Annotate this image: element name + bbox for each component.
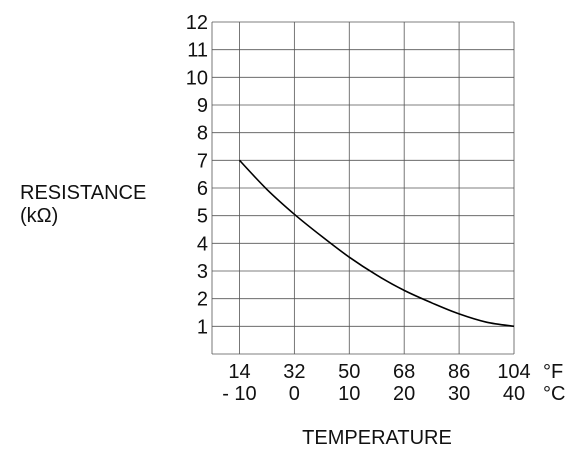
x-axis-unit-c: °C xyxy=(543,383,565,405)
y-axis-label: RESISTANCE xyxy=(20,182,146,204)
y-tick-label: 4 xyxy=(197,233,208,255)
y-tick-label: 7 xyxy=(197,150,208,172)
x-axis-label: TEMPERATURE xyxy=(302,427,452,449)
x-tick-label-f: 86 xyxy=(448,361,470,383)
x-tick-label-c: 10 xyxy=(338,383,360,405)
y-axis-unit: (kΩ) xyxy=(20,205,58,227)
x-tick-label-f: 14 xyxy=(228,361,250,383)
y-tick-label: 3 xyxy=(197,261,208,283)
y-tick-label: 10 xyxy=(186,67,208,89)
x-tick-label-c: - 10 xyxy=(222,383,256,405)
x-tick-label-c: 30 xyxy=(448,383,470,405)
y-tick-label: 8 xyxy=(197,123,208,145)
x-tick-label-f: 68 xyxy=(393,361,415,383)
y-tick-label: 1 xyxy=(197,316,208,338)
x-tick-label-f: 50 xyxy=(338,361,360,383)
grid xyxy=(211,21,515,355)
y-tick-label: 6 xyxy=(197,178,208,200)
y-tick-label: 12 xyxy=(186,12,208,34)
x-axis-unit-f: °F xyxy=(543,361,563,383)
y-tick-label: 9 xyxy=(197,95,208,117)
x-tick-label-c: 0 xyxy=(289,383,300,405)
series xyxy=(238,159,515,328)
x-tick-label-f: 32 xyxy=(283,361,305,383)
x-tick-label-f: 104 xyxy=(497,361,530,383)
y-tick-label: 11 xyxy=(187,40,208,62)
y-tick-label: 2 xyxy=(197,289,208,311)
series-line xyxy=(238,159,515,328)
y-tick-label: 5 xyxy=(197,206,208,228)
x-tick-label-c: 20 xyxy=(393,383,415,405)
x-tick-label-c: 40 xyxy=(503,383,525,405)
